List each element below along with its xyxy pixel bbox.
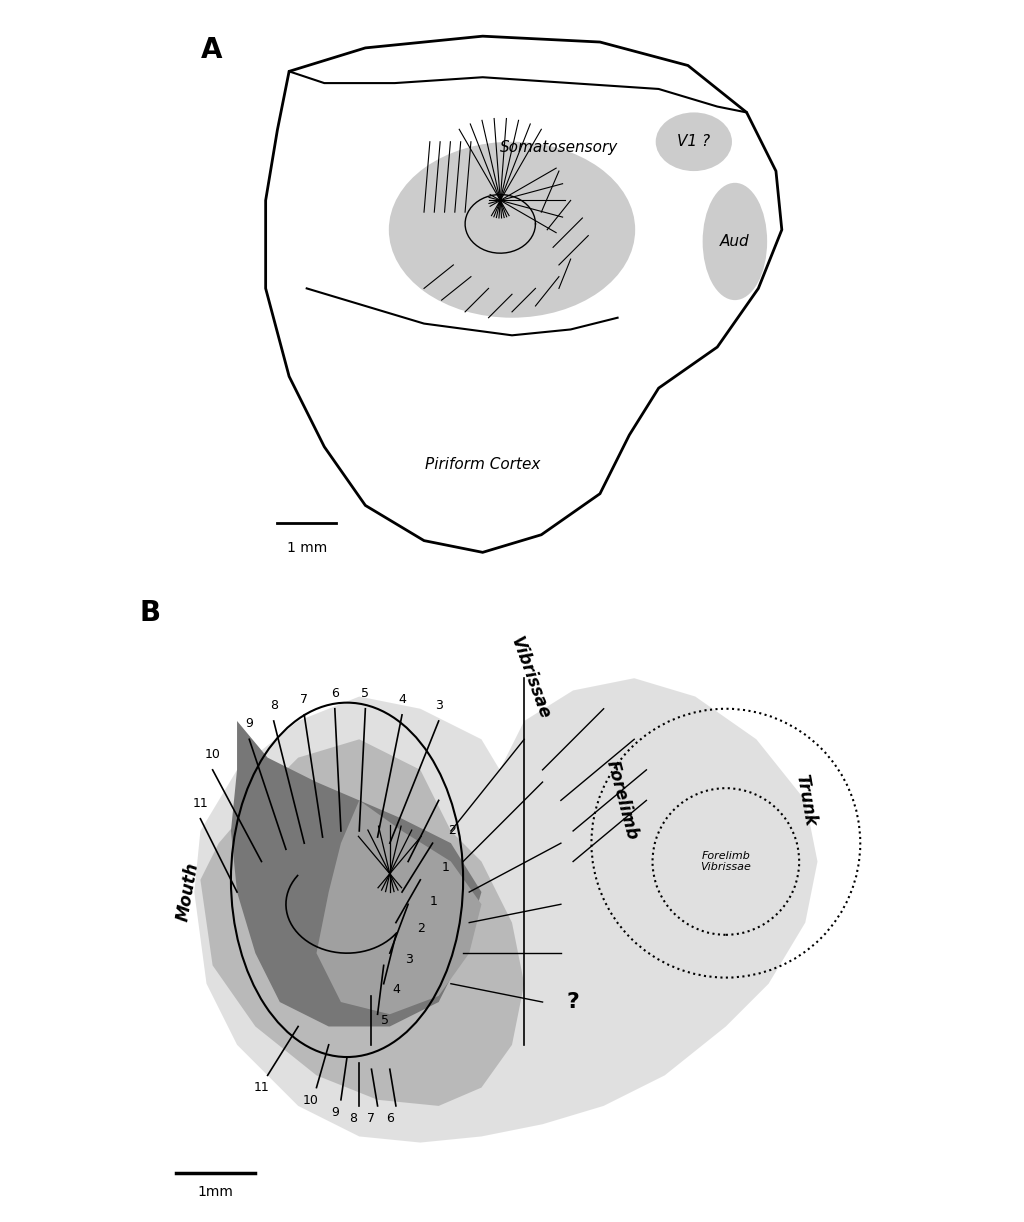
Text: ?: ? xyxy=(566,992,580,1012)
Text: 5: 5 xyxy=(381,1014,389,1026)
Text: 11: 11 xyxy=(254,1081,269,1095)
Text: 8: 8 xyxy=(269,699,278,711)
Text: 3: 3 xyxy=(435,699,442,711)
Text: 6: 6 xyxy=(331,687,339,699)
Text: 2: 2 xyxy=(447,825,456,837)
Text: A: A xyxy=(201,37,222,65)
Text: 1mm: 1mm xyxy=(198,1185,233,1199)
Text: Forelimb: Forelimb xyxy=(603,759,641,842)
Text: 4: 4 xyxy=(393,984,400,996)
Text: Piriform Cortex: Piriform Cortex xyxy=(425,457,541,472)
Text: 9: 9 xyxy=(331,1106,339,1119)
Text: 7: 7 xyxy=(368,1112,376,1125)
Text: 1 mm: 1 mm xyxy=(287,540,327,555)
Text: Vibrissae: Vibrissae xyxy=(507,634,554,722)
Text: Somatosensory: Somatosensory xyxy=(500,141,618,155)
Text: 9: 9 xyxy=(246,717,253,730)
Text: 1: 1 xyxy=(429,895,437,908)
Polygon shape xyxy=(195,678,817,1143)
Text: 6: 6 xyxy=(386,1112,394,1125)
Text: V1 ?: V1 ? xyxy=(677,134,711,149)
Text: Trunk: Trunk xyxy=(792,774,819,827)
Text: 10: 10 xyxy=(205,748,220,760)
Ellipse shape xyxy=(389,142,635,318)
Polygon shape xyxy=(231,721,481,1026)
Text: 7: 7 xyxy=(300,693,308,705)
Polygon shape xyxy=(316,800,481,1014)
Text: 8: 8 xyxy=(349,1112,357,1125)
Text: Aud: Aud xyxy=(720,233,750,249)
Text: 1: 1 xyxy=(441,862,450,874)
Text: 11: 11 xyxy=(193,797,208,809)
Text: 5: 5 xyxy=(361,687,370,699)
Ellipse shape xyxy=(655,112,732,171)
Text: 3: 3 xyxy=(406,953,413,965)
Text: B: B xyxy=(139,599,161,627)
Ellipse shape xyxy=(702,183,767,301)
Text: 4: 4 xyxy=(398,693,406,705)
Text: Forelimb
Vibrissae: Forelimb Vibrissae xyxy=(700,851,752,873)
Text: 10: 10 xyxy=(302,1094,318,1107)
Text: Mouth: Mouth xyxy=(174,862,202,923)
Polygon shape xyxy=(201,739,524,1106)
Text: 2: 2 xyxy=(418,923,425,935)
